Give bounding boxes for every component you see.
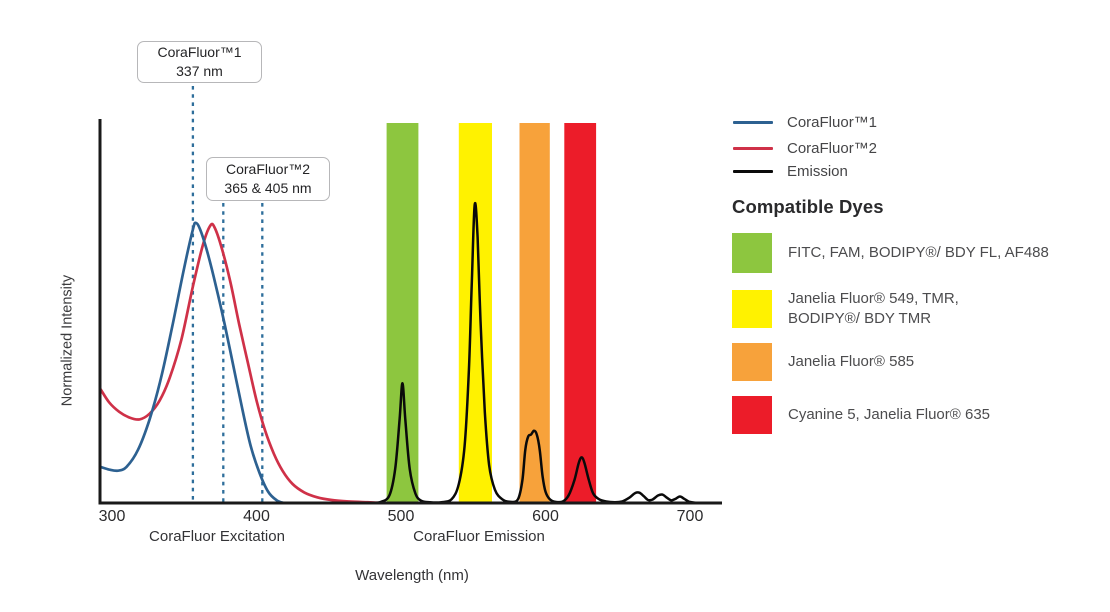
corafluor2-callout-value: 365 & 405 nm: [224, 180, 312, 196]
dye-label: FITC, FAM, BODIPY®/ BDY FL, AF488: [788, 244, 1049, 261]
x-tick-label: 600: [532, 508, 559, 525]
legend-item-emission: Emission: [733, 161, 848, 181]
yellow-filter-swatch: [732, 290, 772, 328]
corafluor2-callout: CoraFluor™2 365 & 405 nm: [206, 157, 330, 201]
legend-label: Emission: [787, 162, 848, 180]
legend-label: CoraFluor™1: [787, 113, 878, 131]
dye-label: Cyanine 5, Janelia Fluor® 635: [788, 406, 991, 423]
excitation-group-label: CoraFluor Excitation: [149, 528, 285, 545]
corafluor2-line-swatch: [733, 146, 773, 150]
compatible-dyes-heading: Compatible Dyes: [732, 196, 884, 217]
x-tick-label: 400: [243, 508, 270, 525]
y-axis-label: Normalized Intensity: [59, 274, 76, 407]
legend-label: CoraFluor™2: [787, 139, 878, 157]
curve-corafluor-2-excitation: [99, 222, 386, 505]
curve-corafluor-1-excitation: [99, 221, 286, 505]
red-filter-swatch: [732, 396, 772, 434]
corafluor1-line-swatch: [733, 120, 773, 124]
legend-item-corafluor1: CoraFluor™1: [733, 112, 877, 132]
x-axis-label: Wavelength (nm): [355, 567, 469, 584]
filter-band-JF585-window: [519, 123, 550, 503]
dye-item-orange: Janelia Fluor® 585: [732, 343, 914, 381]
axes: [98, 119, 722, 505]
orange-filter-swatch: [732, 343, 772, 381]
emission-filter-bands: [386, 123, 597, 503]
excitation-wavelength-marker-lines: [191, 86, 264, 503]
dye-item-yellow: Janelia Fluor® 549, TMR, BODIPY®/ BDY TM…: [732, 290, 959, 328]
dye-item-red: Cyanine 5, Janelia Fluor® 635: [732, 396, 990, 434]
dye-item-green: FITC, FAM, BODIPY®/ BDY FL, AF488: [732, 233, 1049, 273]
x-tick-label: 500: [387, 508, 415, 525]
green-filter-swatch: [732, 233, 772, 273]
dye-label: Janelia Fluor® 585: [788, 353, 915, 370]
legend-item-corafluor2: CoraFluor™2: [733, 138, 877, 158]
x-tick-label: 300: [98, 508, 126, 525]
x-tick-label: 700: [676, 508, 704, 525]
emission-group-label: CoraFluor Emission: [413, 528, 545, 545]
corafluor1-callout: CoraFluor™1 337 nm: [137, 41, 262, 83]
emission-line-swatch: [733, 169, 773, 173]
corafluor2-callout-title: CoraFluor™2: [225, 161, 311, 177]
filter-band-FITC-FAM-BODIPY-FL-AF488-window: [386, 123, 419, 503]
corafluor1-callout-value: 337 nm: [176, 63, 223, 79]
dye-label: Janelia Fluor® 549, TMR, BODIPY®/ BDY TM…: [788, 290, 959, 327]
filter-band-Cyanine5-JF635-window: [564, 123, 597, 503]
corafluor1-callout-title: CoraFluor™1: [157, 44, 242, 60]
